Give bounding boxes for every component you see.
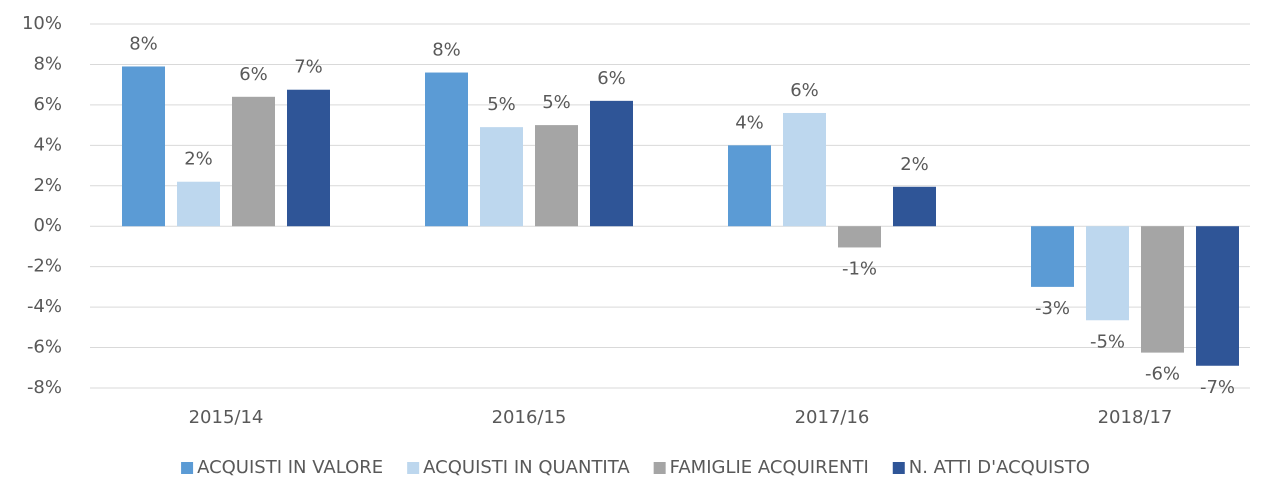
data-label: -3% xyxy=(1035,298,1070,319)
x-tick-label: 2017/16 xyxy=(795,407,870,428)
bar xyxy=(287,89,330,227)
bar xyxy=(425,72,468,227)
data-label: 2% xyxy=(184,149,213,170)
bar xyxy=(728,145,771,227)
data-label: -5% xyxy=(1090,331,1125,352)
legend-swatch xyxy=(181,462,194,474)
y-tick-label: 0% xyxy=(33,215,62,236)
bar xyxy=(838,226,881,248)
bar xyxy=(1086,226,1129,321)
y-tick-label: -4% xyxy=(27,296,62,317)
legend-label: ACQUISTI IN VALORE xyxy=(197,457,383,478)
y-tick-label: -2% xyxy=(27,256,62,277)
data-label: 8% xyxy=(129,33,158,54)
bar xyxy=(783,112,826,227)
data-label: -1% xyxy=(842,258,877,279)
legend-label: N. ATTI D'ACQUISTO xyxy=(909,457,1090,478)
y-tick-label: 4% xyxy=(33,134,62,155)
data-label: 2% xyxy=(900,154,929,175)
bar xyxy=(122,66,165,227)
legend-label: FAMIGLIE ACQUIRENTI xyxy=(670,457,869,478)
data-label: 7% xyxy=(294,57,323,78)
legend-swatch xyxy=(892,462,905,474)
data-label: 6% xyxy=(597,68,626,89)
y-tick-label: 10% xyxy=(22,13,62,34)
bar xyxy=(177,181,220,227)
bar xyxy=(1196,226,1239,366)
bar xyxy=(535,125,578,227)
bar xyxy=(1141,226,1184,353)
bar xyxy=(590,100,633,227)
data-label: 5% xyxy=(542,92,571,113)
x-tick-label: 2018/17 xyxy=(1098,407,1173,428)
data-label: 4% xyxy=(735,112,764,133)
data-label: -6% xyxy=(1145,364,1180,385)
data-label: -7% xyxy=(1200,377,1235,398)
legend-swatch xyxy=(653,462,666,474)
data-label: 6% xyxy=(239,64,268,85)
x-tick-label: 2016/15 xyxy=(492,407,567,428)
y-tick-label: -8% xyxy=(27,377,62,398)
y-tick-label: 8% xyxy=(33,53,62,74)
data-label: 6% xyxy=(790,80,819,101)
y-tick-label: -6% xyxy=(27,337,62,358)
bar xyxy=(232,96,275,227)
bar xyxy=(480,127,523,227)
data-label: 8% xyxy=(432,40,461,61)
legend-swatch xyxy=(407,462,420,474)
bar xyxy=(1031,226,1074,287)
y-tick-label: 6% xyxy=(33,94,62,115)
x-tick-label: 2015/14 xyxy=(189,407,264,428)
data-label: 5% xyxy=(487,94,516,115)
legend-label: ACQUISTI IN QUANTITA xyxy=(423,457,630,478)
bar xyxy=(893,186,936,227)
y-tick-label: 2% xyxy=(33,175,62,196)
